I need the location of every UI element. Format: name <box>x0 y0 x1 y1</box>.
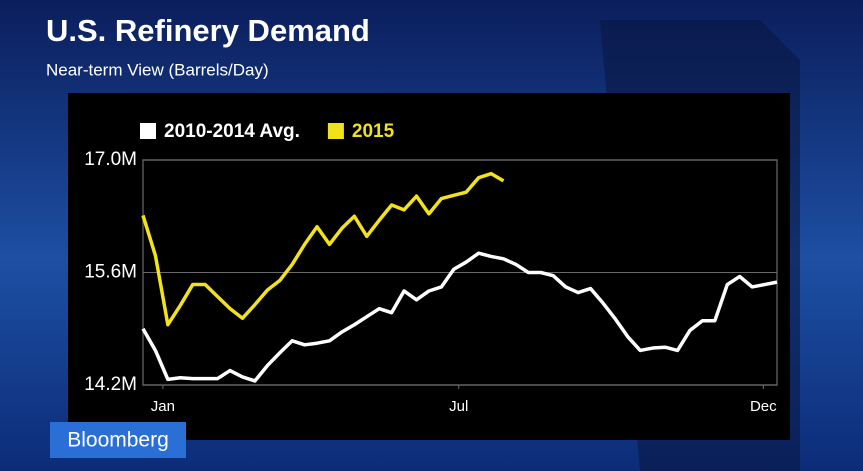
brand: Bloomberg <box>67 429 169 452</box>
x-tick-label: Jan <box>151 398 175 415</box>
brand-box <box>50 422 186 458</box>
plot: 17.0M 15.6M 14.2M Jan Jul Dec 2010-2014 Avg. 20… <box>84 121 778 415</box>
chart-subtitle: Near-term View (Barrels/Day) <box>46 60 269 79</box>
legend-swatch <box>327 123 344 139</box>
legend-swatch <box>140 123 156 139</box>
chart-title: U.S. Refinery Demand <box>46 13 370 48</box>
chart-panel <box>68 93 790 440</box>
y-tick-label: 15.6M <box>84 262 137 283</box>
legend-label: 2015 <box>352 121 395 142</box>
y-tick-label: 14.2M <box>84 374 137 395</box>
legend-label: 2010-2014 Avg. <box>164 121 300 142</box>
series-line <box>141 171 505 327</box>
y-tick-label: 17.0M <box>84 149 137 170</box>
x-tick-label: Dec <box>750 398 777 415</box>
x-tick-label: Jul <box>449 398 468 415</box>
series-line <box>141 251 778 383</box>
